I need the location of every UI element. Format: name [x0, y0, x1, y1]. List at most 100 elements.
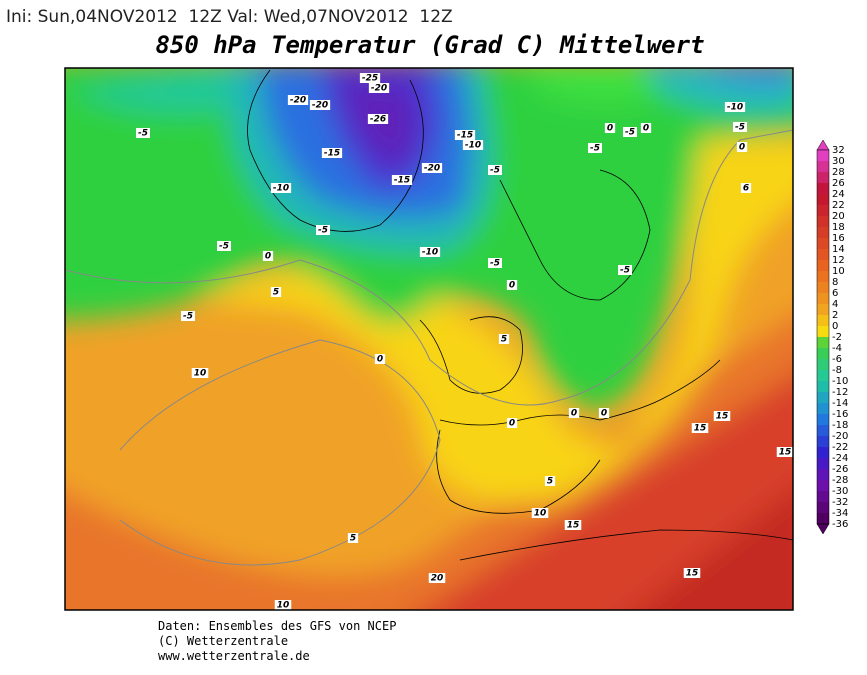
colorbar-cap [816, 139, 830, 151]
colorbar-label: -4 [832, 343, 842, 354]
contour-label: -5 [735, 123, 745, 133]
colorbar-label: 10 [832, 266, 845, 277]
contour-label: -20 [312, 101, 328, 111]
colorbar-segment [817, 238, 829, 249]
colorbar-label: -30 [832, 486, 848, 497]
contour-label-box [287, 95, 309, 105]
colorbar-segment [817, 469, 829, 480]
colorbar-segment [817, 150, 829, 161]
colorbar-segment [817, 513, 829, 524]
contour-label-box [421, 163, 443, 173]
contour-label: -20 [290, 96, 306, 106]
contour-label: -20 [424, 164, 440, 174]
contour-label: -5 [625, 128, 635, 138]
map: -25-20 -20-20-10-5-26-15-100 -5 0 -5-5 0-15-2… [65, 68, 793, 611]
contour-label-box [598, 408, 610, 418]
contour-label: 0 [509, 281, 515, 291]
contour-label: 0 [265, 252, 271, 262]
footer-line: www.wetterzentrale.de [158, 649, 310, 663]
contour-label-box [191, 368, 209, 378]
colorbar-label: -16 [832, 409, 848, 420]
title: 850 hPa Temperatur (Grad C) Mittelwert [155, 31, 704, 59]
contour-label: -5 [183, 312, 193, 322]
contour-label: 0 [509, 419, 515, 429]
colorbar-label: 28 [832, 167, 845, 178]
colorbar-frame [816, 149, 830, 525]
contour-label: 15 [779, 448, 792, 458]
colorbar-segment [817, 480, 829, 491]
colorbar-segment [817, 425, 829, 436]
contour-label-box [544, 476, 556, 486]
contour-label-box [713, 411, 731, 421]
colorbar-segment [817, 260, 829, 271]
contour-label: 0 [601, 409, 607, 419]
contour-label-box [724, 102, 746, 112]
contour-label: 15 [686, 569, 699, 579]
colorbar-segment [817, 436, 829, 447]
colorbar-segment [817, 447, 829, 458]
contour-label-box [262, 251, 274, 261]
colorbar-segment [817, 271, 829, 282]
colorbar-segment [817, 183, 829, 194]
colorbar-segment [817, 194, 829, 205]
contour-label-box [419, 247, 441, 257]
contour-label: -5 [138, 129, 148, 139]
contour-label: 10 [277, 601, 290, 611]
contour-label: 0 [571, 409, 577, 419]
contour-label-box [217, 241, 231, 251]
contour-label-box [274, 600, 292, 610]
colorbar-segment [817, 304, 829, 315]
colorbar-segment [817, 502, 829, 513]
colorbar-label: 12 [832, 255, 845, 266]
contour-label-box [691, 423, 709, 433]
contour-label: 5 [273, 288, 279, 298]
contour-label-box [428, 573, 446, 583]
footer-line: (C) Wetterzentrale [158, 634, 288, 648]
contour-label-box [488, 258, 502, 268]
contour-label-box [454, 130, 476, 140]
contour-label: -10 [465, 141, 481, 151]
colorbar-label: 32 [832, 145, 845, 156]
colorbar-segment [817, 282, 829, 293]
contour-label: -5 [318, 226, 328, 236]
contour-label-box [462, 140, 484, 150]
contour-label-box [309, 100, 331, 110]
contour-label: 0 [739, 143, 745, 153]
colorbar-segment [817, 326, 829, 337]
contour-label-box [270, 183, 292, 193]
contour-label-box [367, 114, 389, 124]
contour-label: -5 [590, 144, 600, 154]
contour-label-box [316, 225, 330, 235]
colorbar-label: 30 [832, 156, 845, 167]
colorbar-label: 6 [832, 288, 838, 299]
colorbar-label: -34 [832, 508, 848, 519]
contour-label-box [391, 175, 413, 185]
contour-label-box [736, 142, 748, 152]
contour-label: 20 [431, 574, 444, 584]
colorbar-label: 24 [832, 189, 845, 200]
contour-label-box [568, 408, 580, 418]
colorbar-label: 2 [832, 310, 838, 321]
contour-label: -20 [371, 84, 387, 94]
colorbar-segment [817, 227, 829, 238]
map-frame [64, 67, 794, 611]
colorbar-label: -12 [832, 387, 848, 398]
contour-label: 15 [567, 521, 580, 531]
contour-label: -15 [457, 131, 473, 141]
contour-label-box [347, 533, 359, 543]
contour-label-box [498, 334, 510, 344]
colorbar-label: -32 [832, 497, 848, 508]
colorbar-segment [817, 392, 829, 403]
contour-label-box [488, 165, 502, 175]
colorbar-segment [817, 249, 829, 260]
colorbar-label: -36 [832, 519, 848, 530]
colorbar-segment [817, 348, 829, 359]
contour-label: -10 [422, 248, 438, 258]
colorbar-segment [817, 172, 829, 183]
contour-label-box [136, 128, 150, 138]
contour-label-box [618, 265, 632, 275]
contour-label: -5 [490, 259, 500, 269]
footer-line: Daten: Ensembles des GFS von NCEP [158, 619, 396, 633]
contour-label-box [640, 123, 652, 133]
